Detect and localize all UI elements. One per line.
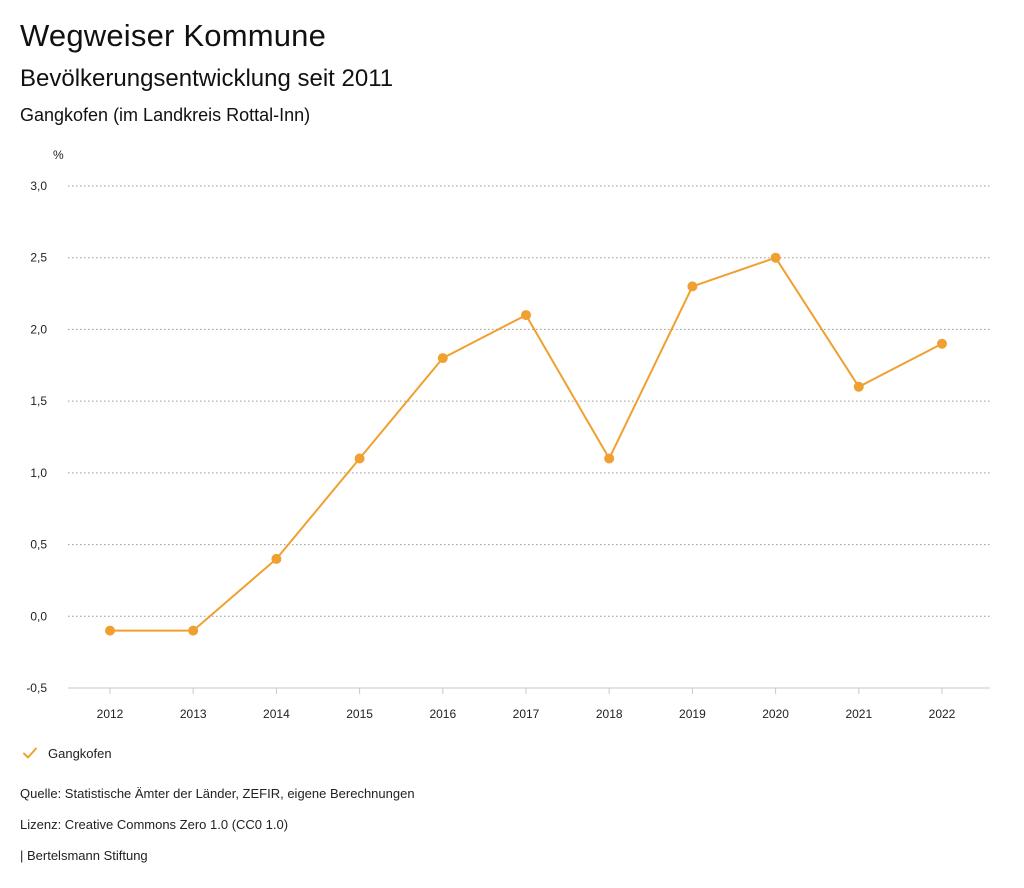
series-gangkofen[interactable]: [105, 252, 947, 636]
data-point[interactable]: [521, 310, 531, 321]
x-tick-label: 2019: [679, 707, 706, 721]
data-point[interactable]: [437, 353, 448, 364]
x-tick-label: 2015: [346, 707, 373, 721]
legend-label: Gangkofen: [48, 745, 112, 761]
y-tick-label: 0,5: [30, 538, 47, 552]
y-axis-unit-label: %: [53, 148, 64, 162]
data-point[interactable]: [770, 252, 781, 263]
x-tick-label: 2012: [97, 707, 124, 721]
credit-note: | Bertelsmann Stiftung: [20, 848, 148, 863]
y-tick-label: 1,0: [30, 466, 47, 480]
x-axis: 2012 2013 2014 2015 2016 2017 2018 2019 2020 2021…: [68, 687, 990, 721]
x-tick-label: 2020: [762, 707, 789, 721]
y-tick-label: 0,0: [30, 609, 47, 623]
data-point[interactable]: [604, 453, 615, 464]
legend-item-gangkofen[interactable]: Gangkofen: [22, 745, 112, 761]
source-note: Quelle: Statistische Ämter der Länder, Z…: [20, 786, 415, 801]
y-tick-label: -0,5: [26, 681, 47, 695]
data-point[interactable]: [188, 625, 199, 636]
x-tick-label: 2014: [263, 707, 290, 721]
y-tick-label: 1,5: [30, 394, 47, 408]
chart-subtitle: Bevölkerungsentwicklung seit 2011: [20, 65, 394, 92]
data-point[interactable]: [687, 281, 698, 292]
x-tick-label: 2018: [596, 707, 623, 721]
check-icon: [23, 747, 37, 759]
page-title: Wegweiser Kommune: [20, 18, 327, 53]
data-point[interactable]: [853, 381, 864, 392]
y-tick-label: 2,0: [30, 322, 47, 336]
data-point[interactable]: [937, 338, 947, 349]
data-point[interactable]: [105, 625, 115, 636]
y-tick-label: 3,0: [30, 179, 47, 193]
y-axis: % -0,5 0,0 0,5 1,0 1,5 2,0 2,5 3,0: [26, 148, 64, 695]
gridlines: [68, 185, 990, 689]
x-tick-label: 2021: [845, 707, 872, 721]
x-tick-label: 2013: [180, 707, 207, 721]
data-point[interactable]: [354, 453, 365, 464]
region-label: Gangkofen (im Landkreis Rottal-Inn): [20, 105, 311, 125]
y-tick-label: 2,5: [30, 251, 47, 265]
x-tick-label: 2016: [429, 707, 456, 721]
x-tick-label: 2017: [513, 707, 540, 721]
data-point[interactable]: [271, 553, 282, 564]
license-note: Lizenz: Creative Commons Zero 1.0 (CC0 1…: [20, 817, 289, 832]
x-tick-label: 2022: [929, 707, 956, 721]
